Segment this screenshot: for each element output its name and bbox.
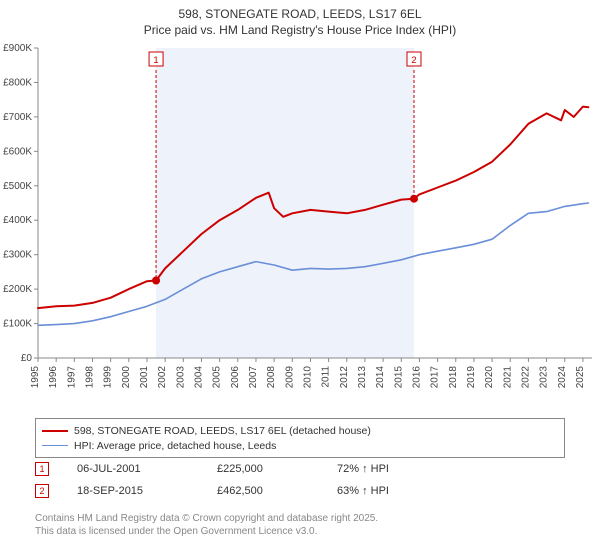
sale-price: £462,500 <box>217 485 337 497</box>
svg-text:2014: 2014 <box>375 366 386 389</box>
legend-swatch <box>42 430 68 432</box>
chart-title-block: 598, STONEGATE ROAD, LEEDS, LS17 6EL Pri… <box>0 0 600 40</box>
svg-text:2007: 2007 <box>248 366 259 389</box>
legend-label: HPI: Average price, detached house, Leed… <box>74 440 276 452</box>
sale-row: 2 18-SEP-2015£462,50063% ↑ HPI <box>35 480 437 502</box>
svg-text:2022: 2022 <box>520 366 531 389</box>
svg-text:2015: 2015 <box>393 366 404 389</box>
title-line-2: Price paid vs. HM Land Registry's House … <box>0 22 600 38</box>
sales-table: 1 06-JUL-2001£225,00072% ↑ HPI 2 18-SEP-201… <box>35 458 437 502</box>
svg-text:£400K: £400K <box>3 215 32 226</box>
sale-date: 18-SEP-2015 <box>77 485 217 497</box>
svg-text:2009: 2009 <box>284 366 295 389</box>
svg-text:2000: 2000 <box>121 366 132 389</box>
svg-text:2019: 2019 <box>466 366 477 389</box>
svg-text:£300K: £300K <box>3 250 32 261</box>
svg-text:2005: 2005 <box>212 366 223 389</box>
svg-text:2017: 2017 <box>430 366 441 389</box>
legend: 598, STONEGATE ROAD, LEEDS, LS17 6EL (de… <box>35 418 565 458</box>
svg-text:1: 1 <box>153 55 158 66</box>
legend-item: HPI: Average price, detached house, Leed… <box>42 438 558 453</box>
svg-text:2024: 2024 <box>557 366 568 389</box>
sale-relative: 72% ↑ HPI <box>337 463 437 475</box>
title-line-1: 598, STONEGATE ROAD, LEEDS, LS17 6EL <box>0 6 600 22</box>
sale-marker: 2 <box>35 484 49 498</box>
svg-text:2023: 2023 <box>539 366 550 389</box>
svg-text:£0: £0 <box>21 353 33 364</box>
chart-svg: £0 £100K £200K £300K £400K £500K £600K £700K £80… <box>0 40 600 410</box>
chart-area: £0 £100K £200K £300K £400K £500K £600K £700K £80… <box>0 40 600 410</box>
svg-text:2020: 2020 <box>484 366 495 389</box>
svg-text:£200K: £200K <box>3 284 32 295</box>
sale-date: 06-JUL-2001 <box>77 463 217 475</box>
svg-text:2011: 2011 <box>321 366 332 388</box>
svg-text:1997: 1997 <box>66 366 77 389</box>
svg-text:1996: 1996 <box>48 366 59 389</box>
svg-text:1995: 1995 <box>30 366 41 389</box>
svg-text:£600K: £600K <box>3 146 32 157</box>
svg-text:2008: 2008 <box>266 366 277 389</box>
svg-text:2016: 2016 <box>411 366 422 389</box>
svg-text:2: 2 <box>411 55 416 66</box>
svg-text:2012: 2012 <box>339 366 350 389</box>
svg-text:£100K: £100K <box>3 319 32 330</box>
sale-row: 1 06-JUL-2001£225,00072% ↑ HPI <box>35 458 437 480</box>
attribution-line-2: This data is licensed under the Open Gov… <box>35 525 378 538</box>
svg-text:2004: 2004 <box>193 366 204 389</box>
svg-text:2001: 2001 <box>139 366 150 389</box>
svg-text:£900K: £900K <box>3 43 32 54</box>
svg-text:1999: 1999 <box>103 366 114 389</box>
legend-label: 598, STONEGATE ROAD, LEEDS, LS17 6EL (de… <box>74 425 371 437</box>
svg-text:£500K: £500K <box>3 181 32 192</box>
svg-text:2010: 2010 <box>302 366 313 389</box>
svg-text:2006: 2006 <box>230 366 241 389</box>
sale-relative: 63% ↑ HPI <box>337 485 437 497</box>
svg-text:2013: 2013 <box>357 366 368 389</box>
svg-text:2021: 2021 <box>502 366 513 389</box>
sale-price: £225,000 <box>217 463 337 475</box>
svg-text:2003: 2003 <box>175 366 186 389</box>
svg-text:1998: 1998 <box>84 366 95 389</box>
legend-swatch <box>42 445 68 446</box>
attribution-line-1: Contains HM Land Registry data © Crown c… <box>35 512 378 525</box>
svg-text:2025: 2025 <box>575 366 586 389</box>
sale-marker: 1 <box>35 462 49 476</box>
legend-item: 598, STONEGATE ROAD, LEEDS, LS17 6EL (de… <box>42 423 558 438</box>
svg-text:£700K: £700K <box>3 112 32 123</box>
attribution: Contains HM Land Registry data © Crown c… <box>35 512 378 538</box>
svg-text:2018: 2018 <box>448 366 459 389</box>
svg-text:2002: 2002 <box>157 366 168 389</box>
svg-text:£800K: £800K <box>3 77 32 88</box>
